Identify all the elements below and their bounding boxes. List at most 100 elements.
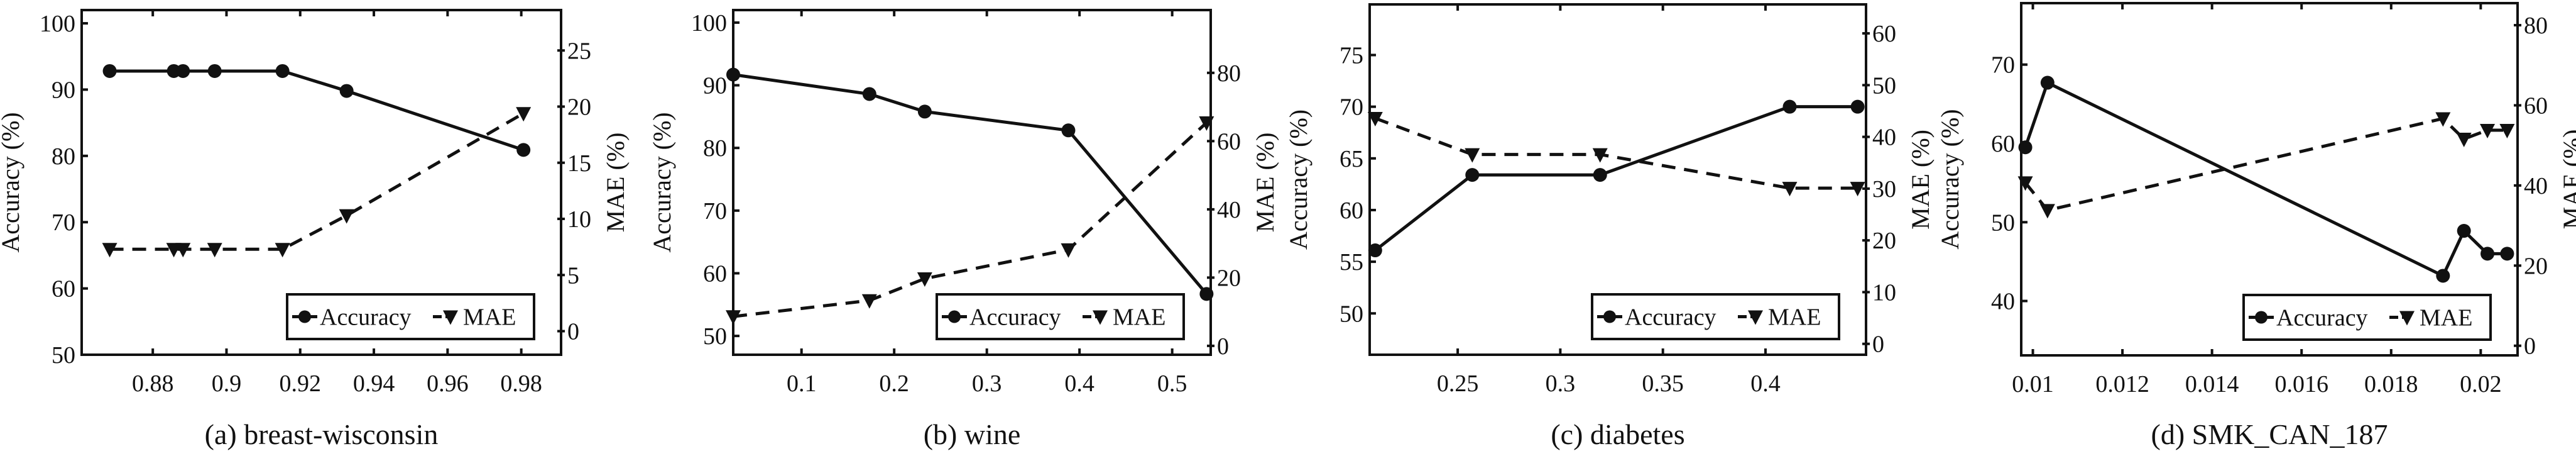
y2-tick-label: 60 — [1872, 21, 1896, 47]
x-tick-label: 0.01 — [2012, 371, 2054, 398]
y-tick-label: 50 — [1340, 301, 1363, 327]
y-axis-label: Accuracy (%) — [1936, 109, 1964, 249]
accuracy-line — [1374, 105, 1858, 252]
accuracy-marker — [2436, 269, 2450, 283]
x-tick-label: 0.1 — [787, 370, 817, 397]
accuracy-marker — [862, 87, 876, 101]
y-axis-label: Accuracy (%) — [0, 112, 25, 252]
y-tick-label: 60 — [1991, 131, 2015, 157]
y-tick-label: 90 — [703, 73, 727, 99]
accuracy-marker — [1199, 287, 1214, 301]
x-tick-label: 0.98 — [500, 370, 542, 397]
y-tick-label: 50 — [703, 323, 727, 350]
y2-tick-label: 40 — [1872, 125, 1896, 151]
y-tick-label: 50 — [52, 342, 75, 369]
y2-tick-label: 20 — [567, 94, 591, 121]
x-tick-label: 0.016 — [2274, 371, 2328, 398]
accuracy-marker — [2500, 247, 2514, 261]
legend: Accuracy MAE — [1591, 293, 1840, 340]
accuracy-marker — [102, 64, 117, 78]
y-tick-label: 40 — [1991, 289, 2015, 315]
legend-mae-marker — [2399, 311, 2415, 326]
x-tick-label: 0.3 — [1546, 370, 1576, 397]
y-tick-label: 70 — [52, 209, 75, 236]
accuracy-marker — [516, 143, 531, 157]
y-tick-label: 70 — [1340, 94, 1363, 121]
subplot-2: 0.25 0.3 0.35 0.4 50 55 60 65 70 75 0 10 20 30 40 50 60 A… — [1284, 3, 1935, 450]
subplot-caption: (b) wine — [924, 418, 1021, 450]
legend-box — [1591, 293, 1840, 340]
x-tick-label: 0.94 — [353, 370, 395, 397]
mae-marker — [726, 310, 741, 325]
accuracy-marker — [2040, 75, 2055, 90]
mae-marker — [861, 294, 877, 309]
y2-tick-label: 50 — [1872, 72, 1896, 99]
mae-marker — [1199, 116, 1214, 131]
accuracy-marker — [1593, 168, 1607, 182]
mae-marker — [339, 209, 354, 224]
mae-marker — [2499, 123, 2515, 138]
mae-line — [109, 112, 525, 251]
mae-marker — [516, 107, 532, 122]
subplot-caption: (a) breast-wisconsin — [205, 418, 439, 450]
y2-axis-label: MAE (%) — [2558, 130, 2576, 230]
legend-mae-label: MAE — [1113, 304, 1165, 331]
y-tick-label: 80 — [52, 143, 75, 170]
x-tick-label: 0.92 — [280, 370, 322, 397]
mae-marker — [207, 243, 222, 258]
plot-frame — [732, 9, 1212, 356]
y2-tick-label: 20 — [1217, 265, 1241, 291]
legend-accuracy-label: Accuracy — [320, 304, 412, 331]
subplot-3: 0.01 0.012 0.014 0.016 0.018 0.02 40 50 60 70 0 20 4… — [1936, 2, 2576, 450]
y-tick-label: 60 — [52, 276, 75, 303]
y-tick-label: 70 — [703, 198, 727, 225]
mae-marker — [275, 243, 290, 258]
accuracy-marker — [2480, 247, 2495, 261]
y2-tick-label: 10 — [567, 206, 591, 233]
y-tick-label: 100 — [40, 11, 75, 37]
mae-marker — [2456, 132, 2472, 147]
y2-tick-label: 25 — [567, 38, 591, 64]
y-axis-label: Accuracy (%) — [1284, 109, 1313, 250]
plot-frame — [80, 9, 562, 356]
y2-tick-label: 80 — [1217, 60, 1241, 87]
y-tick-label: 55 — [1340, 249, 1363, 275]
legend: Accuracy MAE — [2242, 294, 2492, 341]
plot-frame — [1368, 3, 1867, 356]
legend-accuracy-marker — [948, 310, 961, 323]
x-tick-label: 0.018 — [2364, 371, 2418, 398]
mae-marker — [2017, 176, 2033, 191]
x-tick-label: 0.5 — [1157, 370, 1187, 397]
y-tick-label: 65 — [1340, 146, 1363, 172]
legend-mae-marker — [1748, 310, 1763, 325]
y2-tick-label: 0 — [567, 319, 579, 345]
y2-tick-label: 15 — [567, 150, 591, 177]
subplot-1: 0.1 0.2 0.3 0.4 0.5 50 60 70 80 90 100 0 20 40 60 80 Acc… — [648, 9, 1279, 450]
x-tick-label: 0.02 — [2460, 371, 2502, 398]
subplot-caption: (d) SMK_CAN_187 — [2151, 418, 2388, 450]
legend-mae-label: MAE — [2420, 305, 2472, 331]
y-tick-label: 75 — [1340, 43, 1363, 69]
legend-box — [2242, 294, 2492, 341]
subplot-caption: (c) diabetes — [1551, 418, 1684, 450]
x-tick-label: 0.96 — [427, 370, 469, 397]
accuracy-line — [2024, 81, 2508, 278]
legend-mae-label: MAE — [1768, 304, 1821, 331]
legend-mae-marker — [1093, 310, 1108, 325]
y-tick-label: 80 — [703, 135, 727, 162]
y2-tick-label: 20 — [2524, 253, 2548, 279]
legend-accuracy-marker — [298, 310, 311, 323]
y2-tick-label: 10 — [1872, 279, 1896, 306]
legend-mae-label: MAE — [463, 304, 516, 331]
mae-marker — [1592, 148, 1608, 163]
mae-line — [2024, 116, 2508, 213]
legend-mae-marker — [443, 310, 458, 325]
y-tick-label: 90 — [52, 77, 75, 103]
accuracy-line — [109, 69, 524, 152]
y2-axis-label: MAE (%) — [601, 133, 630, 233]
legend-accuracy-marker — [1603, 310, 1616, 323]
mae-marker — [917, 272, 932, 287]
mae-marker — [1850, 182, 1865, 197]
legend: Accuracy MAE — [286, 293, 535, 340]
x-tick-label: 0.35 — [1642, 370, 1684, 397]
